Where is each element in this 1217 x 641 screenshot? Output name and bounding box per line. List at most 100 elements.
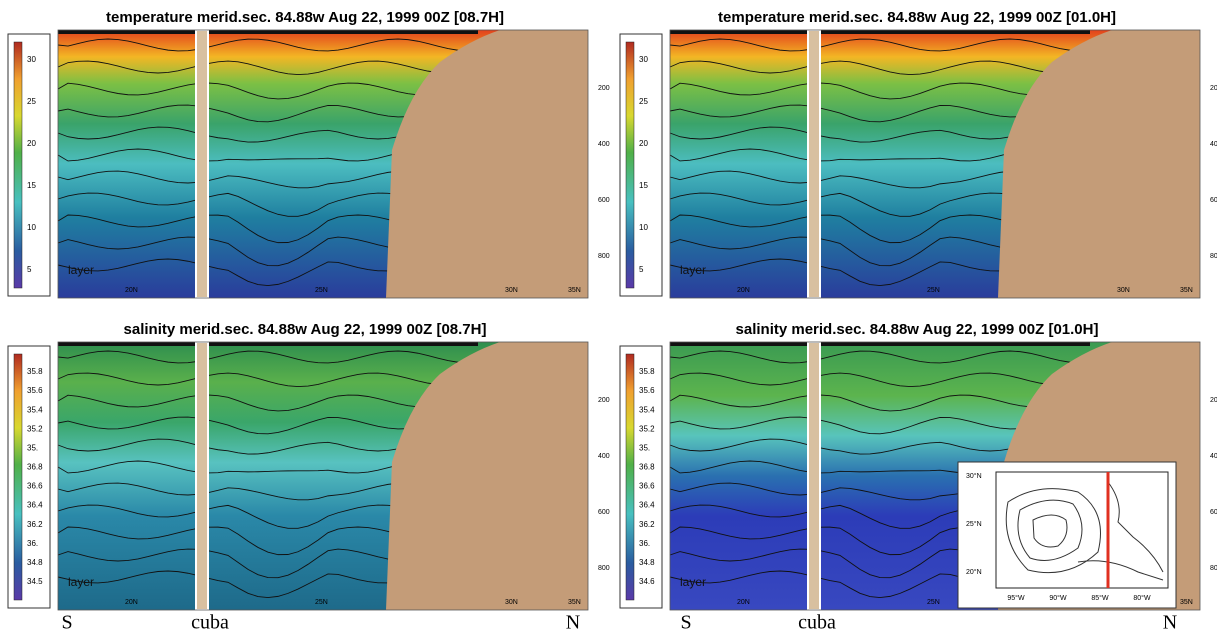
colorbar-label: 15 xyxy=(639,181,648,190)
colorbar-label: 20 xyxy=(27,139,36,148)
contour xyxy=(669,350,1091,364)
depth-label: 400 xyxy=(598,453,610,460)
colorbar-label: 36.2 xyxy=(639,520,655,529)
colorbar-label: 10 xyxy=(27,223,36,232)
land xyxy=(998,30,1200,298)
layer-label: layer xyxy=(680,263,706,277)
colorbar-label: 36.4 xyxy=(27,501,43,510)
colorbar-label: 25 xyxy=(27,97,36,106)
layer-label: layer xyxy=(68,263,94,277)
plot-frame xyxy=(57,29,589,299)
plot-frame xyxy=(669,341,1201,611)
cuba-gap xyxy=(195,341,209,611)
lat-label: 30N xyxy=(1117,287,1130,294)
lat-label: 35N xyxy=(1180,287,1193,294)
colorbar-label: 36. xyxy=(27,539,38,548)
depth-label: 600 xyxy=(1210,509,1217,516)
inset-lat: 20°N xyxy=(966,568,982,576)
inset-map: 30°N 25°N 20°N 95°W 90°W 85°W 80°W xyxy=(957,461,1177,609)
colorbar xyxy=(625,41,635,289)
colorbar-label: 35.6 xyxy=(639,386,655,395)
colorbar-label: 36. xyxy=(639,539,650,548)
depth-label: 400 xyxy=(1210,453,1217,460)
lat-label: 20N xyxy=(737,599,750,606)
layer-label: layer xyxy=(68,575,94,589)
panel-title: temperature merid.sec. 84.88w Aug 22, 19… xyxy=(106,9,504,26)
section-label: cuba xyxy=(798,612,836,634)
contour xyxy=(57,394,479,412)
lat-label: 30N xyxy=(505,599,518,606)
inset-contour xyxy=(1032,514,1068,548)
lat-label: 20N xyxy=(125,599,138,606)
depth-label: 600 xyxy=(598,197,610,204)
depth-label: 200 xyxy=(598,397,610,404)
colorbar-label: 34.8 xyxy=(27,558,43,567)
colorbar-label: 34.6 xyxy=(639,577,655,586)
layer-label: layer xyxy=(680,575,706,589)
inset-contour xyxy=(1107,481,1164,573)
depth-label: 800 xyxy=(1210,253,1217,260)
lat-label: 30N xyxy=(505,287,518,294)
depth-label: 400 xyxy=(598,141,610,148)
colorbar-label: 20 xyxy=(639,139,648,148)
depth-label: 200 xyxy=(1210,397,1217,404)
lat-label: 25N xyxy=(315,599,328,606)
colorbar-label: 15 xyxy=(27,181,36,190)
colorbar-label: 36.8 xyxy=(639,463,655,472)
section-label: S xyxy=(680,612,691,634)
depth-label: 200 xyxy=(1210,85,1217,92)
contour xyxy=(669,60,1091,76)
colorbar-label: 35.8 xyxy=(27,367,43,376)
section-label: cuba xyxy=(191,612,229,634)
inset-lon: 95°W xyxy=(1007,594,1025,602)
colorbar-label: 34.5 xyxy=(27,577,43,586)
cuba-gap xyxy=(807,341,821,611)
colorbar-label: 35.4 xyxy=(27,405,43,414)
lat-label: 25N xyxy=(927,599,940,606)
inset-lon: 90°W xyxy=(1049,594,1067,602)
surface-bar xyxy=(58,30,478,34)
surface-bar xyxy=(58,342,478,346)
land xyxy=(386,342,588,610)
panel-title: salinity merid.sec. 84.88w Aug 22, 1999 … xyxy=(736,321,1099,338)
colorbar-label: 5 xyxy=(639,265,644,274)
colorbar-label: 36.8 xyxy=(27,463,43,472)
inset-contour xyxy=(1017,499,1083,561)
panel-title: salinity merid.sec. 84.88w Aug 22, 1999 … xyxy=(124,321,487,338)
colorbar-label: 35. xyxy=(639,443,650,452)
contour xyxy=(57,60,479,76)
colorbar-label: 34.8 xyxy=(639,558,655,567)
colorbar-label: 36.6 xyxy=(639,482,655,491)
colorbar-label: 35.2 xyxy=(639,424,655,433)
panel: salinity merid.sec. 84.88w Aug 22, 1999 … xyxy=(7,321,610,611)
colorbar-label: 36.2 xyxy=(27,520,43,529)
lat-label: 35N xyxy=(568,599,581,606)
cuba-gap xyxy=(807,29,821,299)
colorbar-label: 36.6 xyxy=(27,482,43,491)
depth-label: 800 xyxy=(598,565,610,572)
section-label: N xyxy=(566,612,580,634)
surface-bar xyxy=(670,30,1090,34)
depth-label: 600 xyxy=(598,509,610,516)
colorbar-label: 5 xyxy=(27,265,32,274)
colorbar-label: 35.4 xyxy=(639,405,655,414)
colorbar-label: 35.6 xyxy=(27,386,43,395)
colorbar-label: 30 xyxy=(27,55,36,64)
depth-label: 800 xyxy=(1210,565,1217,572)
lat-label: 20N xyxy=(737,287,750,294)
land xyxy=(386,30,588,298)
lat-label: 20N xyxy=(125,287,138,294)
contour xyxy=(669,372,1091,388)
cuba-gap xyxy=(195,29,209,299)
contour xyxy=(57,82,479,100)
depth-label: 200 xyxy=(598,85,610,92)
contour xyxy=(669,394,1091,412)
contour xyxy=(57,372,479,388)
colorbar xyxy=(13,353,23,601)
plot-frame xyxy=(669,29,1201,299)
surface-bar xyxy=(670,342,1090,346)
colorbar xyxy=(13,41,23,289)
contour xyxy=(57,350,479,364)
inset-lat: 25°N xyxy=(966,520,982,528)
